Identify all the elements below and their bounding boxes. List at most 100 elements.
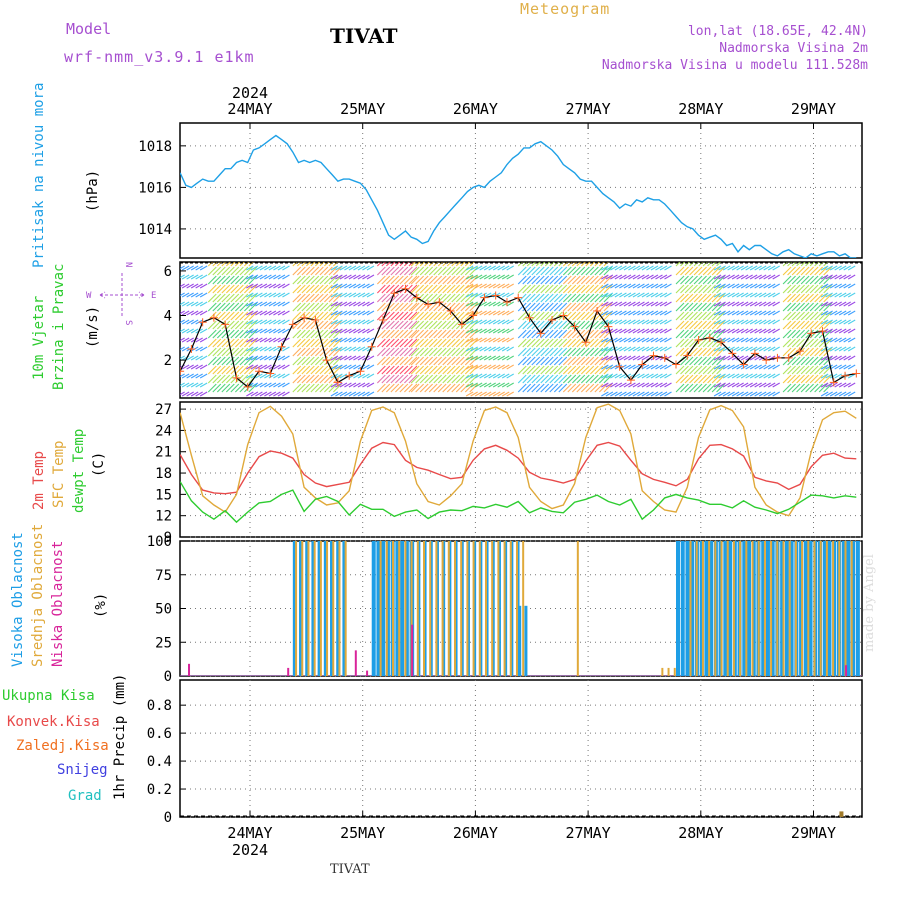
wind-barb (610, 346, 618, 352)
wind-barb (623, 283, 632, 289)
wind-barb (180, 265, 181, 267)
cloud-high-bar (371, 541, 376, 676)
wind-barb (698, 347, 707, 357)
wind-barb (465, 337, 474, 343)
wind-barb (727, 274, 735, 280)
wind-barb (385, 262, 392, 267)
wind-barb (646, 265, 654, 271)
wind-barb (594, 374, 604, 384)
wind-barb (255, 364, 263, 370)
wind-barb (394, 262, 401, 267)
wind-barb (825, 355, 833, 361)
wind-barb (796, 347, 805, 357)
wind-barb (335, 391, 343, 397)
wind-barb (580, 320, 590, 330)
wind-barb (282, 346, 290, 352)
cloud-mid-bar (338, 541, 341, 676)
cloud-mid-bar (801, 541, 804, 676)
wind-barb (296, 266, 306, 276)
wind-barb (675, 284, 685, 294)
wind-barb (255, 283, 263, 289)
wind-barb (632, 337, 641, 343)
wind-barb (655, 382, 663, 388)
wind-barb (814, 266, 824, 276)
wind-barb (314, 383, 324, 393)
wind-barb (603, 262, 609, 267)
wind-barb (292, 266, 302, 276)
wind-barb (659, 337, 668, 343)
wind-barb (763, 364, 771, 370)
wind-barb (713, 292, 722, 298)
wind-barb (754, 382, 762, 388)
wind-gust-marker (683, 351, 692, 360)
wind-barb (410, 262, 416, 267)
wind-barb (718, 364, 726, 370)
wind-barb (248, 275, 258, 285)
wind-barb (381, 266, 391, 276)
wind-barb (357, 310, 366, 316)
wind-barb (259, 355, 268, 361)
wind-barb (549, 383, 559, 393)
cloud-high-bar (323, 541, 327, 676)
wind-barb (623, 319, 632, 325)
wind-barb (722, 310, 731, 316)
wind-barb (623, 301, 632, 307)
wind-barb (451, 365, 461, 375)
wind-barb (549, 266, 559, 276)
wind-barb (693, 347, 703, 357)
wind-barb (526, 374, 536, 384)
wind-barb (632, 373, 641, 379)
wind-barb (357, 319, 366, 325)
wind-barb (273, 274, 281, 280)
wind-barb (664, 310, 672, 316)
wind-legend-s: S (123, 320, 133, 325)
wind-barb (772, 373, 780, 379)
wind-barb (847, 301, 856, 307)
wind-barb (479, 310, 487, 316)
wind-barb (698, 374, 707, 384)
wind-barb (408, 347, 418, 357)
wind-barb (319, 374, 329, 384)
wind-barb (814, 293, 824, 303)
wind-barb (558, 329, 568, 339)
wind-barb (479, 373, 487, 379)
wind-barb (758, 364, 767, 370)
wind-barb (190, 292, 199, 298)
wind-gust-marker (232, 373, 241, 382)
wind-barb (707, 320, 716, 330)
wind-barb (589, 302, 599, 312)
wind-barb (335, 283, 343, 289)
wind-barb (718, 319, 726, 325)
wind-barb (531, 338, 541, 348)
wind-barb (718, 292, 726, 298)
wind-barb (834, 337, 842, 343)
top-date-label-1: 25MAY (340, 100, 385, 118)
wind-barb (823, 293, 833, 303)
wind-barb (181, 346, 190, 352)
wind-barb (186, 391, 194, 397)
wind-barb (181, 283, 190, 289)
wind-barb (526, 329, 536, 339)
top-date-label-0: 24MAY (227, 100, 272, 118)
wind-barb (535, 266, 545, 276)
wind-barb (646, 364, 654, 370)
wind-barb (838, 292, 847, 298)
wind-barb (589, 284, 599, 294)
wind-barb (314, 338, 324, 348)
wind-barb (589, 356, 599, 366)
wind-barb (446, 320, 456, 330)
wind-barb (650, 310, 659, 316)
wind-barb (310, 374, 320, 384)
wind-gust-marker (180, 367, 185, 376)
ytick-label-cloud-4: 100 (147, 534, 172, 550)
wind-barb (216, 262, 223, 267)
wind-barb (834, 301, 842, 307)
wind-barb (474, 382, 483, 388)
wind-barb (268, 283, 277, 289)
wind-barb (451, 374, 461, 384)
wind-barb (791, 356, 801, 366)
wind-barb (180, 364, 181, 366)
wind-barb (376, 347, 386, 357)
wind-barb (772, 283, 780, 289)
cloud-high-bar (516, 541, 520, 676)
